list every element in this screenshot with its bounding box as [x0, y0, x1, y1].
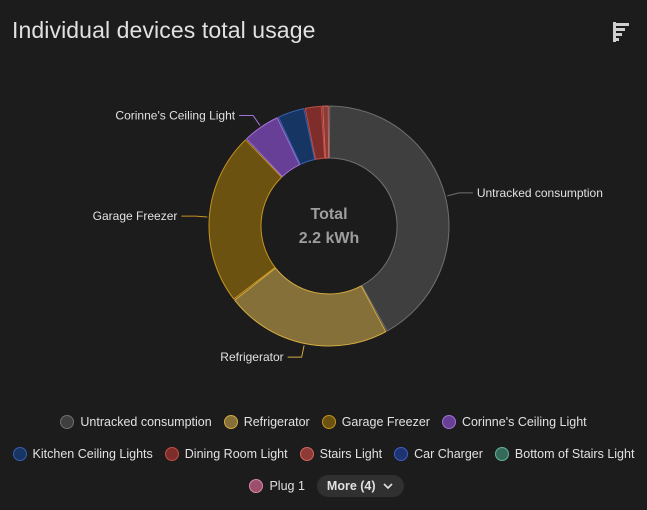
legend-row: Untracked consumption Refrigerator Garage … — [0, 406, 647, 438]
legend-item[interactable]: Refrigerator — [223, 415, 310, 429]
legend-color-swatch — [223, 415, 238, 429]
legend-label: Refrigerator — [243, 415, 310, 429]
donut-slice-untracked-consumption[interactable] — [328, 105, 450, 332]
label-leader-line — [239, 115, 261, 126]
legend-color-swatch — [164, 447, 179, 461]
label-leader-line — [287, 345, 305, 358]
donut-slice-garage-freezer[interactable] — [208, 139, 283, 300]
legend: Untracked consumption Refrigerator Garage … — [0, 406, 647, 502]
card-title: Individual devices total usage — [12, 17, 316, 43]
legend-item[interactable]: Car Charger — [394, 447, 483, 461]
chevron-down-icon — [382, 483, 393, 490]
legend-color-swatch — [299, 447, 314, 461]
slice-label: Garage Freezer — [93, 209, 178, 223]
legend-label: Dining Room Light — [184, 447, 288, 461]
legend-label: Bottom of Stairs Light — [514, 447, 635, 461]
legend-label: Stairs Light — [319, 447, 383, 461]
legend-item[interactable]: Untracked consumption — [60, 415, 212, 429]
slice-label: Untracked consumption — [477, 186, 603, 200]
legend-label: Corinne's Ceiling Light — [461, 415, 587, 429]
legend-row: Plug 1 More (4) — [0, 470, 647, 502]
donut-slice-kitchen-ceiling-lights[interactable] — [277, 108, 316, 165]
donut-slice-dining-room-light[interactable] — [304, 105, 326, 160]
legend-item[interactable]: Dining Room Light — [164, 447, 288, 461]
more-button-label: More (4) — [326, 479, 376, 493]
legend-more-button[interactable]: More (4) — [316, 475, 404, 497]
label-leader-line — [181, 215, 208, 218]
donut-slice-stairs-light[interactable] — [322, 105, 330, 159]
label-leader-line — [447, 192, 473, 197]
center-total-value: 2.2 kWh — [299, 230, 359, 247]
donut-chart: Untracked consumption Refrigerator Garage … — [93, 105, 603, 364]
legend-color-swatch — [249, 479, 264, 493]
legend-color-swatch — [60, 415, 75, 429]
legend-label: Kitchen Ceiling Lights — [32, 447, 153, 461]
legend-item[interactable]: Kitchen Ceiling Lights — [12, 447, 153, 461]
center-total-title: Total — [310, 206, 347, 223]
legend-item[interactable]: Garage Freezer — [321, 415, 430, 429]
legend-color-swatch — [494, 447, 509, 461]
legend-row: Kitchen Ceiling Lights Dining Room Light S… — [0, 438, 647, 470]
legend-item[interactable]: Plug 1 — [249, 479, 305, 493]
slice-label: Refrigerator — [220, 350, 283, 364]
legend-label: Garage Freezer — [341, 415, 430, 429]
legend-label: Plug 1 — [269, 479, 305, 493]
donut-slice-refrigerator[interactable] — [234, 267, 387, 347]
legend-item[interactable]: Corinne's Ceiling Light — [441, 415, 587, 429]
legend-label: Car Charger — [414, 447, 483, 461]
legend-color-swatch — [12, 447, 27, 461]
legend-color-swatch — [394, 447, 409, 461]
legend-color-swatch — [321, 415, 336, 429]
legend-label: Untracked consumption — [80, 415, 212, 429]
legend-color-swatch — [441, 415, 456, 429]
sort-bars-icon[interactable] — [607, 18, 635, 46]
legend-item[interactable]: Stairs Light — [299, 447, 383, 461]
donut-slice-corinne-s-ceiling-light[interactable] — [246, 117, 301, 178]
slice-label: Corinne's Ceiling Light — [115, 109, 235, 123]
legend-item[interactable]: Bottom of Stairs Light — [494, 447, 635, 461]
